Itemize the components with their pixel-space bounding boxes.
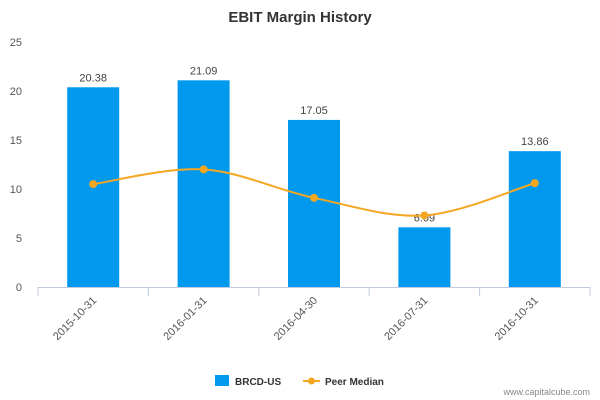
legend-label: BRCD-US xyxy=(235,377,281,388)
y-tick-label: 20 xyxy=(10,86,22,98)
peer-median-point xyxy=(420,211,429,220)
y-axis: 0 5 10 15 20 25 xyxy=(10,37,22,294)
peer-median-point xyxy=(530,179,539,188)
x-tick-label: 2016-01-31 xyxy=(161,295,209,343)
legend: BRCD-US Peer Median xyxy=(215,375,384,388)
bar xyxy=(398,227,451,287)
bar-data-label: 21.09 xyxy=(190,65,218,77)
bar xyxy=(177,80,230,288)
chart-title: EBIT Margin History xyxy=(228,9,372,26)
bar-data-label: 13.86 xyxy=(521,136,549,148)
legend-label: Peer Median xyxy=(325,377,384,388)
y-tick-label: 0 xyxy=(16,282,22,294)
legend-bar-swatch xyxy=(215,375,229,386)
peer-median-point xyxy=(199,165,208,174)
bar-data-label: 17.05 xyxy=(300,105,328,117)
x-tick-label: 2016-10-31 xyxy=(493,295,541,343)
x-tick-label: 2016-07-31 xyxy=(382,295,430,343)
credit-text: www.capitalcube.com xyxy=(502,387,590,397)
legend-line-marker xyxy=(308,377,315,385)
peer-median-point xyxy=(310,193,318,202)
bar xyxy=(288,119,340,287)
x-axis: 2015-10-31 2016-01-31 2016-04-30 2016-07-31… xyxy=(37,287,591,343)
line-series xyxy=(89,165,539,220)
bar xyxy=(508,151,561,287)
y-tick-label: 5 xyxy=(16,233,22,245)
y-tick-label: 10 xyxy=(10,184,22,196)
bar-data-label: 20.38 xyxy=(79,72,107,84)
y-tick-label: 15 xyxy=(10,135,22,147)
x-tick-label: 2015-10-31 xyxy=(51,295,99,343)
peer-median-point xyxy=(89,180,98,189)
y-tick-label: 25 xyxy=(10,37,22,49)
x-tick-label: 2016-04-30 xyxy=(272,295,320,343)
